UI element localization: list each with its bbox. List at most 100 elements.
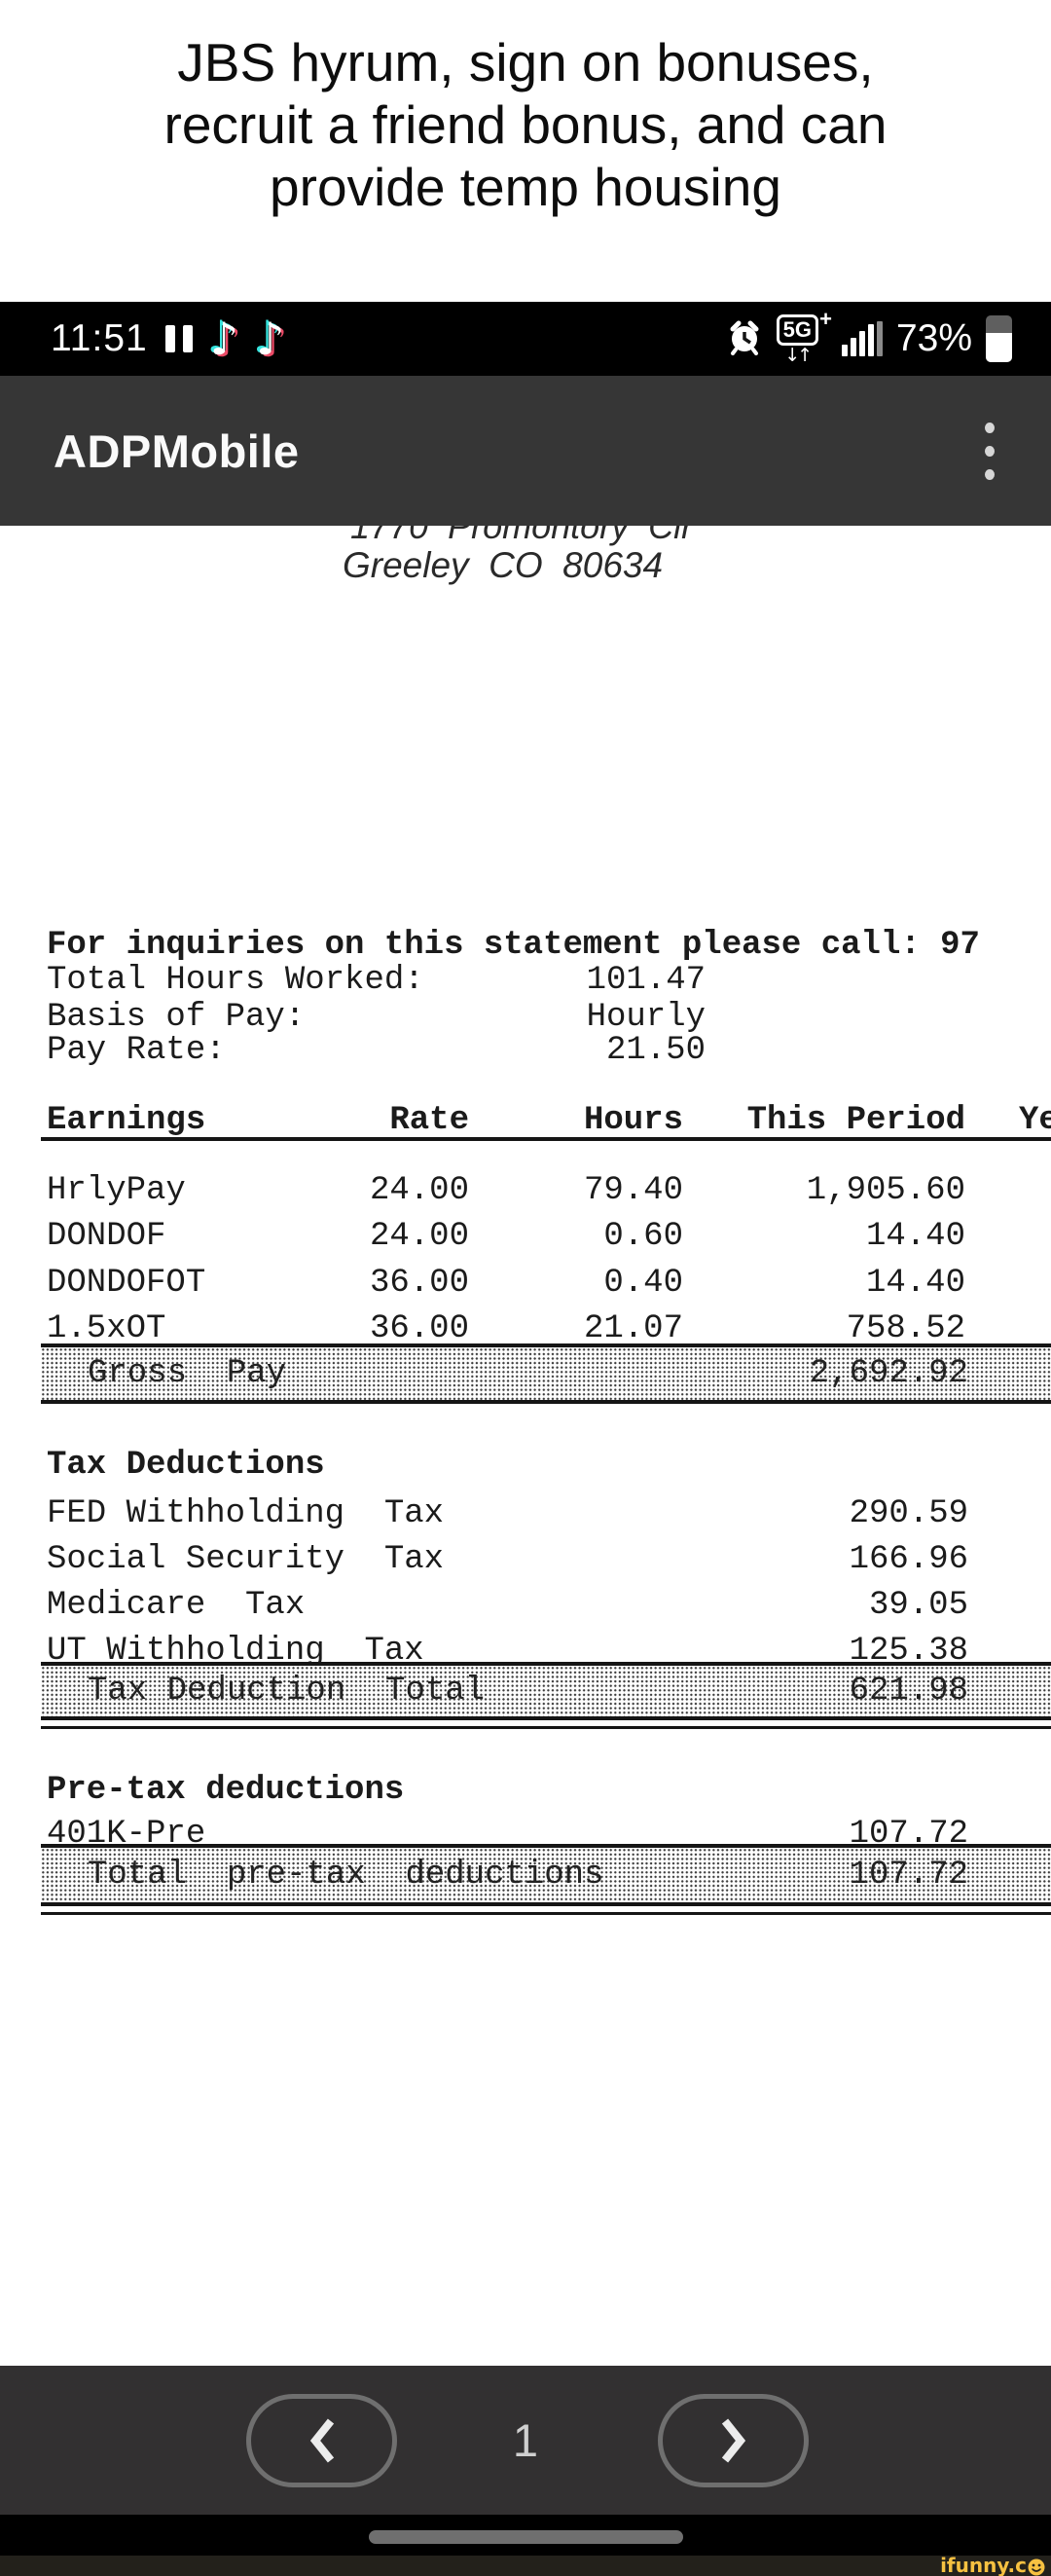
tiktok-notification-icon: ♪ <box>209 313 239 365</box>
tax-total-value: 621.98 <box>849 1673 968 1710</box>
caption-line: JBS hyrum, sign on bonuses, <box>177 32 874 92</box>
section-title: Tax Deductions <box>47 1447 325 1484</box>
earnings-row: DONDOFOT 36.00 0.40 14.40 <box>0 1265 1051 1302</box>
pause-icon <box>164 325 193 352</box>
cell-this-period: 758.52 <box>846 1310 965 1347</box>
tiktok-notification-icon: ♪ <box>256 313 285 365</box>
tax-value: 166.96 <box>849 1541 968 1578</box>
earnings-row: HrlyPay 24.00 79.40 1,905.60 <box>0 1172 1051 1209</box>
col-this-period: This Period <box>746 1102 965 1139</box>
table-rule <box>41 1844 1051 1848</box>
table-rule <box>41 1400 1051 1404</box>
previous-page-button[interactable] <box>246 2394 397 2487</box>
tax-label: Social Security Tax <box>47 1541 445 1578</box>
cell-this-period: 1,905.60 <box>806 1172 965 1209</box>
pager-bar: 1 <box>0 2366 1051 2515</box>
earnings-row: 1.5xOT 36.00 21.07 758.52 <box>0 1310 1051 1347</box>
table-rule <box>41 1726 1051 1729</box>
tax-row: Social Security Tax 166.96 <box>0 1541 1051 1578</box>
pretax-total-row: Total pre-tax deductions 107.72 <box>41 1848 1051 1902</box>
tax-value: 39.05 <box>868 1587 968 1624</box>
employer-address-city: Greeley CO 80634 <box>343 545 664 585</box>
gross-pay-value: 2,692.92 <box>809 1355 968 1392</box>
table-rule <box>41 1902 1051 1906</box>
home-indicator[interactable] <box>369 2530 683 2544</box>
status-bar-right: 5G + ↓↑ 73% <box>726 307 1012 366</box>
cell-this-period: 14.40 <box>865 1265 965 1302</box>
info-row: Basis of Pay: Hourly <box>0 999 1051 1036</box>
android-gesture-bar <box>0 2515 1051 2556</box>
cell-earning-label: 1.5xOT <box>47 1310 166 1347</box>
tax-label: Medicare Tax <box>47 1587 306 1624</box>
network-plus-label: + <box>819 306 832 331</box>
col-hours: Hours <box>583 1102 683 1139</box>
cell-earning-label: DONDOF <box>47 1218 166 1255</box>
info-value: 101.47 <box>586 962 706 999</box>
table-rule <box>41 1662 1051 1666</box>
earnings-row: DONDOF 24.00 0.60 14.40 <box>0 1218 1051 1255</box>
tax-row: FED Withholding Tax 290.59 <box>0 1495 1051 1532</box>
cell-rate: 36.00 <box>369 1310 469 1347</box>
5g-plus-network-icon: 5G + ↓↑ <box>776 307 832 366</box>
section-title: Pre-tax deductions <box>47 1772 405 1809</box>
status-bar: 11:51 ♪ ♪ 5G + ↓↑ 73% <box>0 302 1051 376</box>
pretax-total-label: Total pre-tax deductions <box>88 1857 604 1894</box>
cell-earning-label: DONDOFOT <box>47 1265 206 1302</box>
app-bar: ADPMobile <box>0 376 1051 526</box>
info-row: Total Hours Worked: 101.47 <box>0 962 1051 999</box>
info-row: Pay Rate: 21.50 <box>0 1032 1051 1069</box>
cell-hours: 0.60 <box>603 1218 683 1255</box>
tax-label: FED Withholding Tax <box>47 1495 445 1532</box>
pay-statement-document[interactable]: 1770 Promontory Cir Greeley CO 80634 For… <box>0 526 1051 2366</box>
cell-earning-label: HrlyPay <box>47 1172 186 1209</box>
ifunny-watermark: ifunny.c <box>940 2556 1045 2576</box>
pretax-total-value: 107.72 <box>849 1857 968 1894</box>
signal-strength-icon <box>841 321 883 356</box>
table-rule <box>41 1716 1051 1720</box>
cell-hours: 0.40 <box>603 1265 683 1302</box>
info-label: Total Hours Worked: <box>47 962 424 999</box>
cell-this-period: 14.40 <box>865 1218 965 1255</box>
inquiries-line: For inquiries on this statement please c… <box>0 927 1051 964</box>
header-underline <box>41 1137 1051 1141</box>
inquiries-text: For inquiries on this statement please c… <box>47 927 980 964</box>
info-value: Hourly <box>586 999 706 1036</box>
cell-rate: 24.00 <box>369 1218 469 1255</box>
chevron-left-icon <box>309 2418 334 2463</box>
watermark-strip: ifunny.c <box>0 2556 1051 2576</box>
meme-caption: JBS hyrum, sign on bonuses, recruit a fr… <box>0 0 1051 302</box>
battery-icon <box>986 315 1012 362</box>
data-arrows-icon: ↓↑ <box>784 344 813 366</box>
battery-percent: 73% <box>895 317 972 359</box>
tax-deductions-title: Tax Deductions <box>0 1447 1051 1484</box>
clock-time: 11:51 <box>51 317 148 359</box>
cell-rate: 36.00 <box>369 1265 469 1302</box>
table-rule <box>41 1343 1051 1347</box>
next-page-button[interactable] <box>658 2394 809 2487</box>
cell-rate: 24.00 <box>369 1172 469 1209</box>
tax-row: Medicare Tax 39.05 <box>0 1587 1051 1624</box>
status-bar-left: 11:51 ♪ ♪ <box>51 316 284 361</box>
cell-hours: 79.40 <box>583 1172 683 1209</box>
page-number: 1 <box>512 2414 539 2466</box>
tax-value: 290.59 <box>849 1495 968 1532</box>
tax-total-row: Tax Deduction Total 621.98 <box>41 1666 1051 1716</box>
alarm-icon <box>726 318 763 360</box>
cell-hours: 21.07 <box>583 1310 683 1347</box>
caption-line: recruit a friend bonus, and can <box>163 94 888 155</box>
caption-line: provide temp housing <box>270 157 781 217</box>
tax-total-label: Tax Deduction Total <box>88 1673 486 1710</box>
info-value: 21.50 <box>605 1032 706 1069</box>
ifunny-watermark-text: ifunny.c <box>940 2554 1027 2576</box>
gross-pay-total-row: Gross Pay 2,692.92 <box>41 1347 1051 1400</box>
col-earnings: Earnings <box>47 1102 206 1139</box>
overflow-menu-icon[interactable] <box>979 417 1000 486</box>
table-rule <box>41 1912 1051 1915</box>
gross-pay-label: Gross Pay <box>88 1355 287 1392</box>
col-rate: Rate <box>389 1102 469 1139</box>
earnings-header-row: Earnings Rate Hours This Period Ye <box>0 1102 1051 1139</box>
employer-address-street: 1770 Promontory Cir <box>350 526 694 546</box>
col-ytd-clipped: Ye <box>1019 1102 1051 1139</box>
pretax-deductions-title: Pre-tax deductions <box>0 1772 1051 1809</box>
